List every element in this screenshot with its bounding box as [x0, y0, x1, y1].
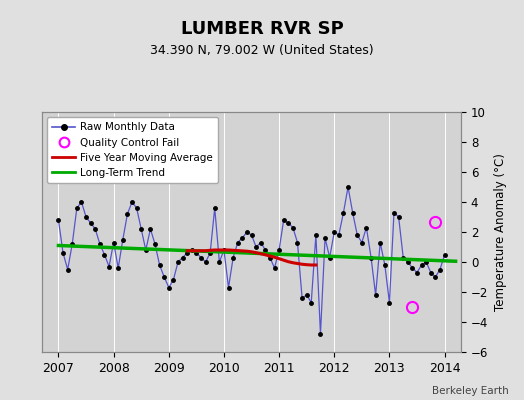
Text: 34.390 N, 79.002 W (United States): 34.390 N, 79.002 W (United States): [150, 44, 374, 57]
Text: Berkeley Earth: Berkeley Earth: [432, 386, 508, 396]
Y-axis label: Temperature Anomaly (°C): Temperature Anomaly (°C): [494, 153, 507, 311]
Text: LUMBER RVR SP: LUMBER RVR SP: [181, 20, 343, 38]
Legend: Raw Monthly Data, Quality Control Fail, Five Year Moving Average, Long-Term Tren: Raw Monthly Data, Quality Control Fail, …: [47, 117, 219, 183]
